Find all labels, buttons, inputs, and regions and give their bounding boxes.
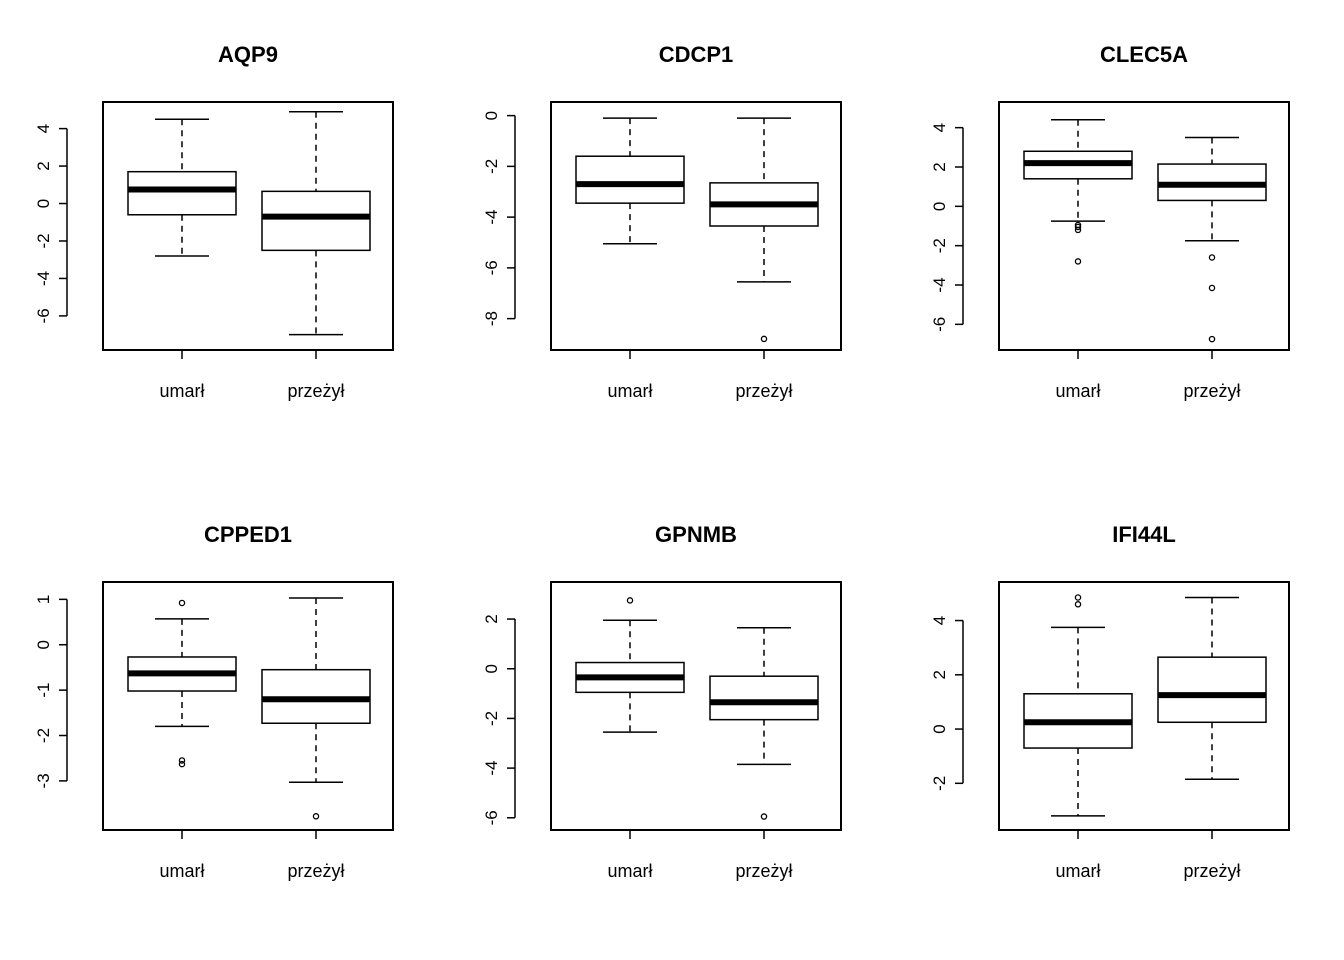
panel-title: IFI44L — [1112, 522, 1176, 547]
y-tick-label: 4 — [930, 123, 949, 132]
panel-title: GPNMB — [655, 522, 737, 547]
category-label: umarł — [159, 861, 204, 881]
iqr-box — [261, 190, 371, 252]
category-label: przeżył — [287, 861, 344, 881]
y-tick-label: 2 — [482, 614, 501, 623]
y-tick-label: -6 — [930, 317, 949, 332]
outlier-point — [1074, 601, 1082, 608]
y-tick-label: 0 — [482, 664, 501, 673]
box-przezyl — [1157, 136, 1267, 343]
box-przezyl — [709, 117, 819, 343]
category-label: umarł — [607, 381, 652, 401]
plot-frame — [998, 101, 1290, 351]
y-tick-label: -2 — [482, 159, 501, 174]
y-tick-label: -4 — [930, 277, 949, 292]
y-tick-label: 0 — [34, 640, 53, 649]
outlier-point — [1074, 226, 1082, 234]
boxplot-panel-ifi44l: IFI44L -2 0 2 4 umarł przeżył — [930, 522, 1290, 881]
iqr-box — [127, 170, 237, 216]
outlier-point — [626, 597, 634, 604]
category-label: umarł — [1055, 861, 1100, 881]
outlier-point — [178, 760, 186, 768]
plot-frame — [550, 101, 842, 351]
outlier-point — [760, 335, 768, 343]
box-umarl — [127, 118, 237, 257]
y-tick-label: -4 — [34, 271, 53, 286]
iqr-box — [1157, 656, 1267, 724]
outlier-point — [178, 757, 186, 764]
box-umarl — [575, 597, 685, 733]
y-tick-label: -2 — [930, 776, 949, 791]
outlier-point — [1208, 254, 1216, 261]
y-tick-label: 2 — [930, 162, 949, 171]
box-umarl — [127, 599, 237, 768]
y-tick-label: -6 — [482, 810, 501, 825]
y-tick-label: 2 — [930, 670, 949, 679]
iqr-box — [709, 675, 819, 721]
plot-frame — [998, 581, 1290, 831]
boxplot-panel-cdcp1: CDCP1 -8 -6 -4 -2 0 umarł przeżył — [482, 42, 842, 401]
y-tick-label: 0 — [34, 199, 53, 208]
y-tick-label: -3 — [34, 773, 53, 788]
y-tick-label: 2 — [34, 161, 53, 170]
boxplot-panel-aqp9: AQP9 -6 -4 -2 0 2 4 umarł przeżył — [34, 42, 394, 401]
y-tick-label: -8 — [482, 311, 501, 326]
outlier-point — [1074, 258, 1082, 265]
box-przezyl — [1157, 596, 1267, 780]
y-tick-label: -2 — [482, 711, 501, 726]
outlier-point — [1208, 335, 1216, 343]
y-tick-label: -6 — [34, 308, 53, 323]
y-tick-label: -4 — [482, 761, 501, 776]
panel-title: CDCP1 — [659, 42, 734, 67]
plot-frame — [102, 581, 394, 831]
boxplot-panel-clec5a: CLEC5A -6 -4 -2 0 2 4 umarł przeżył — [930, 42, 1290, 401]
category-label: przeżył — [1183, 381, 1240, 401]
panel-title: AQP9 — [218, 42, 278, 67]
category-label: umarł — [159, 381, 204, 401]
y-tick-label: -2 — [34, 728, 53, 743]
y-tick-label: 0 — [482, 111, 501, 120]
box-umarl — [575, 117, 685, 245]
boxplot-panel-cpped1: CPPED1 -3 -2 -1 0 1 umarł przeżył — [34, 522, 394, 881]
y-tick-label: 4 — [34, 124, 53, 133]
category-label: przeżył — [735, 861, 792, 881]
outlier-point — [760, 813, 768, 820]
box-przezyl — [261, 597, 371, 820]
plot-frame — [102, 101, 394, 351]
y-tick-label: -6 — [482, 260, 501, 275]
y-tick-label: 0 — [930, 202, 949, 211]
box-przezyl — [709, 626, 819, 820]
outlier-point — [312, 813, 320, 820]
iqr-box — [575, 155, 685, 204]
y-tick-label: -1 — [34, 683, 53, 698]
y-tick-label: 1 — [34, 595, 53, 604]
box-umarl — [1023, 594, 1133, 817]
boxplot-panel-gpnmb: GPNMB -6 -4 -2 0 2 umarł przeżył — [482, 522, 842, 881]
category-label: umarł — [1055, 381, 1100, 401]
category-label: przeżył — [287, 381, 344, 401]
y-tick-label: 4 — [930, 616, 949, 625]
box-umarl — [1023, 119, 1133, 265]
category-label: przeżył — [735, 381, 792, 401]
box-przezyl — [261, 110, 371, 336]
outlier-point — [1074, 594, 1082, 601]
panel-title: CLEC5A — [1100, 42, 1188, 67]
plot-frame — [550, 581, 842, 831]
y-tick-label: -2 — [34, 233, 53, 248]
category-label: umarł — [607, 861, 652, 881]
outlier-point — [1074, 223, 1082, 231]
y-tick-label: -4 — [482, 210, 501, 225]
outlier-point — [1208, 284, 1216, 292]
y-tick-label: -2 — [930, 238, 949, 253]
y-tick-label: 0 — [930, 724, 949, 733]
category-label: przeżył — [1183, 861, 1240, 881]
panel-title: CPPED1 — [204, 522, 292, 547]
outlier-point — [178, 599, 186, 607]
